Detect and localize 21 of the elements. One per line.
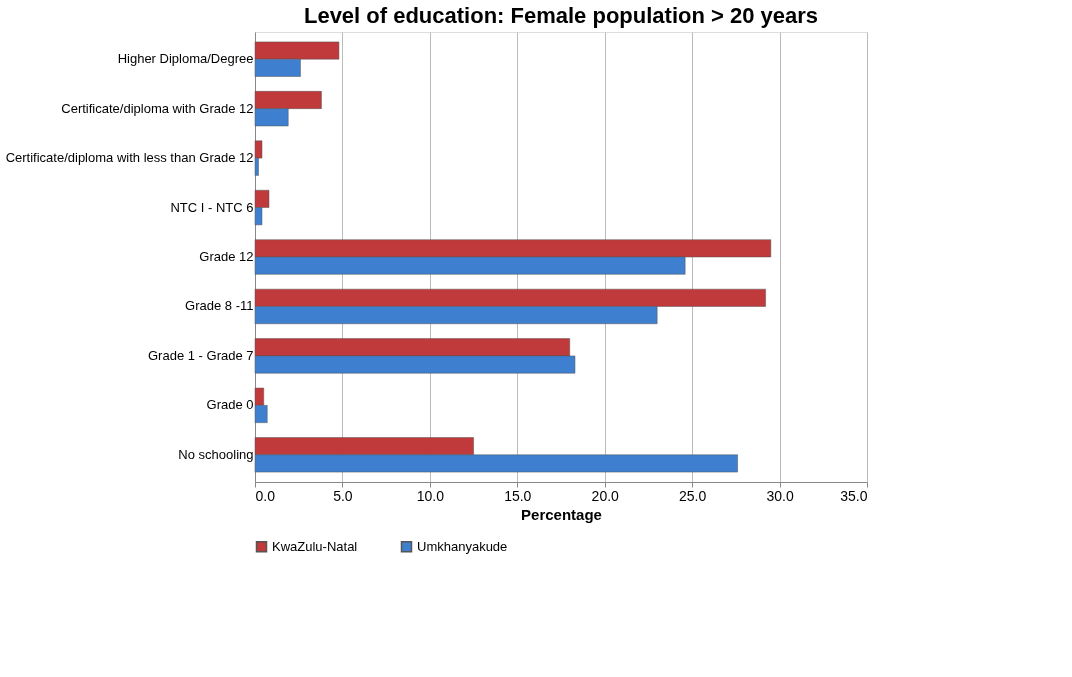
chart-title: Level of education: Female population > 20 years: [303, 3, 819, 28]
x-tick-label: 0.0: [255, 487, 276, 504]
x-tick-label: 15.0: [504, 487, 532, 504]
y-tick-label: Higher Diploma/Degree: [117, 51, 254, 67]
legend-label: Umkhanyakude: [417, 538, 508, 554]
y-tick-label: No schooling: [178, 446, 254, 462]
y-tick-label: Grade 12: [199, 249, 254, 264]
x-tick-label: 10.0: [416, 487, 445, 504]
x-tick-label: 30.0: [766, 487, 794, 504]
x-axis-title: Percentage: [521, 505, 602, 523]
y-tick-label: Grade 0: [206, 397, 254, 413]
x-tick-label: 25.0: [679, 487, 707, 504]
x-tick-label: 5.0: [333, 487, 353, 504]
y-tick-label: Certificate/diploma with Grade 12: [61, 100, 254, 116]
y-tick-label: Certificate/diploma with less than Grade 12: [5, 150, 254, 166]
x-tick-label: 35.0: [840, 487, 868, 504]
y-tick-label: Grade 1 - Grade 7: [148, 347, 254, 363]
legend-label: KwaZulu-Natal: [272, 538, 358, 554]
y-tick-label: Grade 8 -11: [185, 298, 254, 314]
y-tick-label: NTC I - NTC 6: [170, 199, 254, 215]
x-tick-label: 20.0: [591, 487, 620, 504]
